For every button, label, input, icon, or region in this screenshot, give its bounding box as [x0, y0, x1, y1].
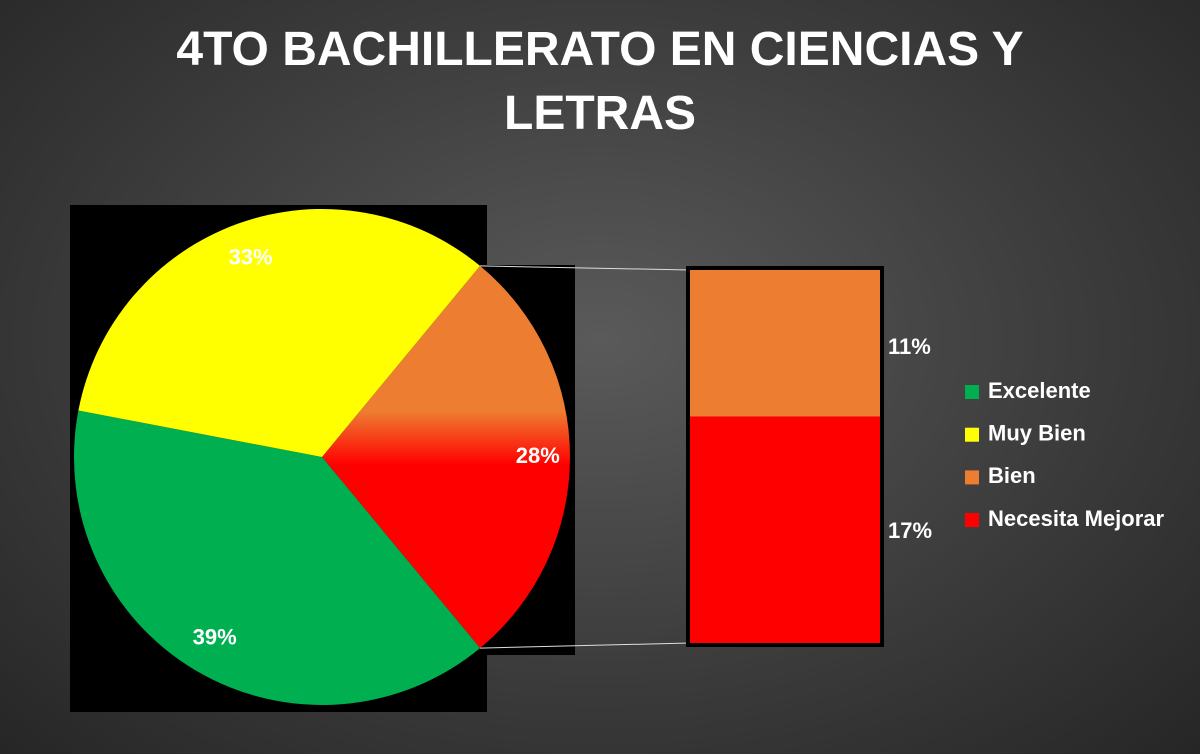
- legend-label: Bien: [988, 463, 1036, 488]
- legend-swatch: [965, 427, 979, 442]
- pie-slice: [74, 410, 481, 705]
- legend-label: Necesita Mejorar: [988, 506, 1165, 531]
- pie-slice: [78, 209, 481, 457]
- chart-title: 4TO BACHILLERATO EN CIENCIAS Y LETRAS: [176, 23, 1024, 140]
- legend-label: Excelente: [988, 378, 1091, 403]
- bar-segment: [690, 416, 880, 643]
- legend-label: Muy Bien: [988, 421, 1086, 446]
- data-label: 33%: [229, 244, 273, 269]
- bar-segment: [690, 270, 880, 417]
- data-label: 39%: [193, 624, 237, 649]
- data-label: 28%: [516, 443, 560, 468]
- legend-swatch: [965, 513, 979, 528]
- connector: [480, 265, 691, 271]
- data-label: 17%: [888, 518, 932, 543]
- legend-swatch: [965, 385, 979, 399]
- data-label: 11%: [888, 334, 931, 359]
- pie-slice: [322, 265, 570, 649]
- legend-swatch: [965, 470, 979, 485]
- connector: [480, 642, 691, 649]
